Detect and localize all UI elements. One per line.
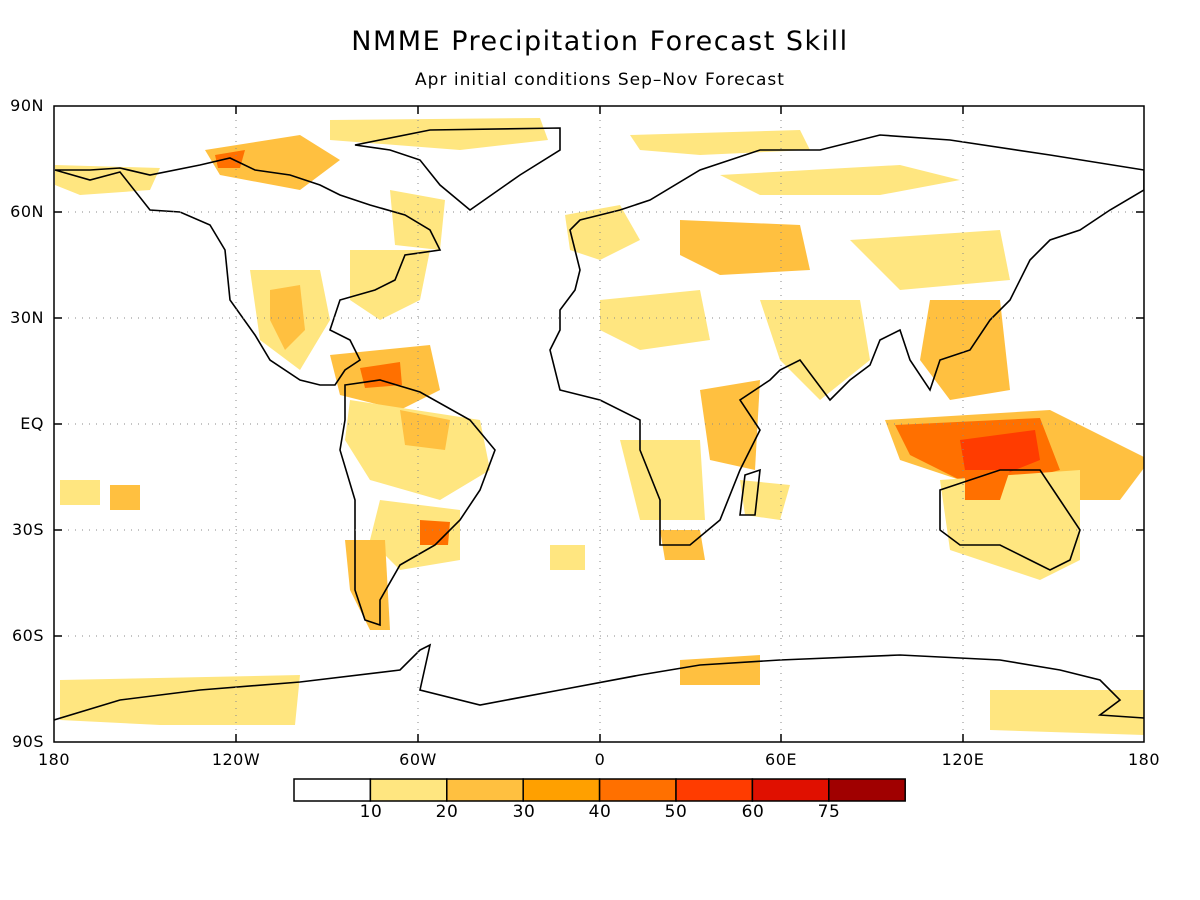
coastline-madagascar xyxy=(739,468,761,516)
colorbar-swatch xyxy=(522,778,601,802)
coastline-north-america xyxy=(54,157,442,386)
colorbar-swatch xyxy=(293,778,372,802)
skill-region-patagonia xyxy=(345,540,390,630)
skill-region-madagascar xyxy=(740,480,790,520)
coastline-greenland xyxy=(354,127,561,212)
chart-title: NMME Precipitation Forecast Skill xyxy=(351,26,849,57)
skill-region-canada-core xyxy=(215,150,245,168)
colorbar-swatch xyxy=(675,778,754,802)
colorbar-label-10: 10 xyxy=(359,802,383,822)
skill-region-west-asia xyxy=(680,220,810,275)
lat-label-30s: 30S xyxy=(11,520,44,539)
skill-region-canada-east xyxy=(390,190,445,250)
lon-label-120e: 120E xyxy=(941,750,985,769)
colorbar-swatch xyxy=(369,778,448,802)
coastline-australia xyxy=(939,469,1081,571)
skill-region-australia xyxy=(940,470,1080,580)
lat-label-eq: EQ xyxy=(20,414,44,433)
skill-region-pacific-patch-2 xyxy=(110,485,140,510)
coastline-south-america xyxy=(339,379,496,627)
colorbar xyxy=(293,778,906,802)
graticule xyxy=(54,106,1144,742)
lat-label-60n: 60N xyxy=(10,202,44,221)
colorbar-swatch xyxy=(446,778,524,802)
lon-label-0: 0 xyxy=(594,750,606,769)
skill-region-india xyxy=(760,300,870,400)
colorbar-label-20: 20 xyxy=(435,802,459,822)
skill-region-antarctic-west xyxy=(60,675,300,725)
skill-region-siberia xyxy=(630,130,810,155)
axis-ticks xyxy=(54,106,1144,742)
lat-label-60s: 60S xyxy=(11,626,44,645)
skill-region-arctic xyxy=(330,118,548,150)
coastline-eurasia xyxy=(549,134,1144,546)
skill-region-central-africa xyxy=(620,440,705,520)
colorbar-label-40: 40 xyxy=(588,802,612,822)
coastlines xyxy=(54,127,1144,721)
lat-label-30n: 30N xyxy=(10,308,44,327)
colorbar-swatch xyxy=(828,778,906,802)
lat-label-90s: 90S xyxy=(11,732,44,751)
skill-region-pacific-patch xyxy=(60,480,100,505)
colorbar-swatch xyxy=(751,778,830,802)
colorbar-label-50: 50 xyxy=(664,802,688,822)
skill-region-south-brazil xyxy=(370,500,460,570)
coastline-antarctica xyxy=(54,643,1144,721)
skill-region-east-asia xyxy=(920,300,1010,400)
lon-label-60e: 60E xyxy=(765,750,797,769)
skill-region-east-africa xyxy=(700,380,760,470)
skill-region-antarctic-ross xyxy=(990,690,1144,735)
skill-region-maritime-core xyxy=(960,430,1040,480)
lon-label-120w: 120W xyxy=(211,750,261,769)
skill-region-us-east xyxy=(350,250,430,320)
skill-region-amazon-core xyxy=(400,410,450,450)
skill-shading-layer xyxy=(55,118,1144,735)
chart-subtitle: Apr initial conditions Sep–Nov Forecast xyxy=(415,70,785,90)
skill-region-south-brazil-core xyxy=(420,520,450,545)
skill-region-central-asia xyxy=(850,230,1010,290)
skill-region-antarctic-east xyxy=(680,655,760,685)
skill-region-alaska xyxy=(55,165,160,195)
colorbar-label-60: 60 xyxy=(741,802,765,822)
skill-region-north-asia xyxy=(720,165,960,195)
lon-label-180w: 180 xyxy=(37,750,71,769)
skill-region-amazon xyxy=(345,400,490,500)
lat-label-90n: 90N xyxy=(10,96,44,115)
skill-region-south-atlantic-patch xyxy=(550,545,585,570)
skill-region-canada-arctic xyxy=(205,135,340,190)
lon-label-60w: 60W xyxy=(399,750,437,769)
lon-label-180e: 180 xyxy=(1127,750,1161,769)
colorbar-swatch xyxy=(598,778,677,802)
colorbar-label-75: 75 xyxy=(817,802,841,822)
skill-region-us-core xyxy=(270,285,305,350)
skill-region-sahel xyxy=(600,290,710,350)
colorbar-label-30: 30 xyxy=(512,802,536,822)
